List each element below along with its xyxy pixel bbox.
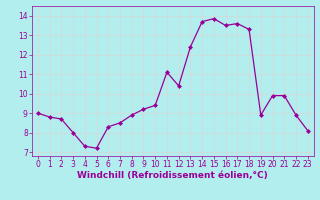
X-axis label: Windchill (Refroidissement éolien,°C): Windchill (Refroidissement éolien,°C) <box>77 171 268 180</box>
